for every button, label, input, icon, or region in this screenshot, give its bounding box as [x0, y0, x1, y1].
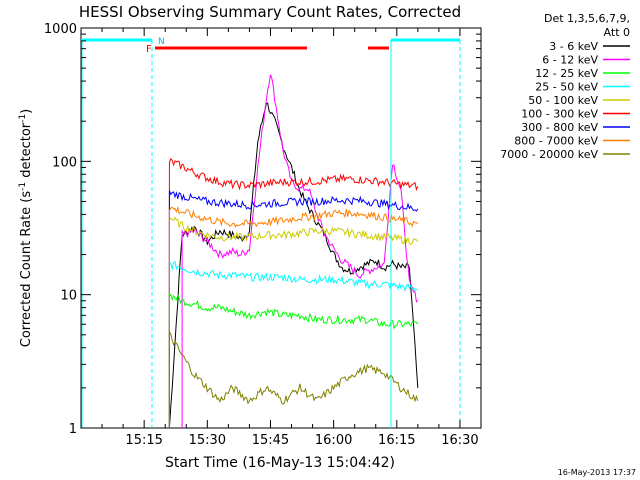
series-line — [168, 190, 419, 428]
axes: 15:15 15:30 15:45 16:00 16:15 16:30 1 10 100 1000 — [44, 22, 481, 448]
series-line — [168, 102, 419, 429]
x-tick-label: 16:15 — [378, 433, 415, 448]
series-line — [168, 260, 418, 428]
series-line — [168, 206, 419, 428]
x-tick-label: 15:45 — [252, 433, 289, 448]
chart-title: HESSI Observing Summary Count Rates, Cor… — [79, 3, 461, 21]
legend-label: 6 - 12 keV — [542, 54, 598, 67]
x-tick-label: 16:00 — [315, 433, 352, 448]
y-tick-label: 1 — [69, 422, 77, 437]
night-marker-n: N — [158, 37, 165, 47]
x-axis-label: Start Time (16-May-13 15:04:42) — [165, 455, 395, 471]
legend-label: 3 - 6 keV — [549, 40, 598, 53]
legend-label: 100 - 300 keV — [521, 108, 598, 121]
x-tick-label: 16:30 — [441, 433, 478, 448]
legend-label: 50 - 100 keV — [528, 94, 598, 107]
series-line — [168, 293, 419, 428]
legend-label: 300 - 800 keV — [521, 121, 598, 134]
plot-frame — [80, 27, 482, 429]
y-tick-label: 1000 — [44, 22, 77, 37]
x-tick-label: 15:15 — [125, 433, 162, 448]
legend-header-2: Att 0 — [604, 26, 630, 39]
series-line — [168, 216, 419, 428]
series-line — [181, 74, 419, 428]
legend-label: 7000 - 20000 keV — [500, 148, 598, 161]
series-group — [168, 74, 419, 429]
flare-marker-f: F — [146, 44, 152, 55]
timestamp: 16-May-2013 17:37 — [558, 468, 636, 477]
x-tick-label: 15:30 — [189, 433, 226, 448]
legend-label: 800 - 7000 keV — [514, 135, 598, 148]
y-tick-label: 100 — [52, 155, 77, 170]
series-line — [168, 157, 419, 428]
y-tick-label: 10 — [60, 289, 77, 304]
y-axis-label: Corrected Count Rate (s-1 detector-1) — [18, 109, 34, 347]
series-line — [168, 330, 419, 428]
legend-label: 25 - 50 keV — [535, 81, 598, 94]
observing-markers: F N — [81, 37, 461, 428]
legend-label: 12 - 25 keV — [535, 67, 598, 80]
legend-header-1: Det 1,3,5,6,7,9, — [544, 12, 630, 25]
